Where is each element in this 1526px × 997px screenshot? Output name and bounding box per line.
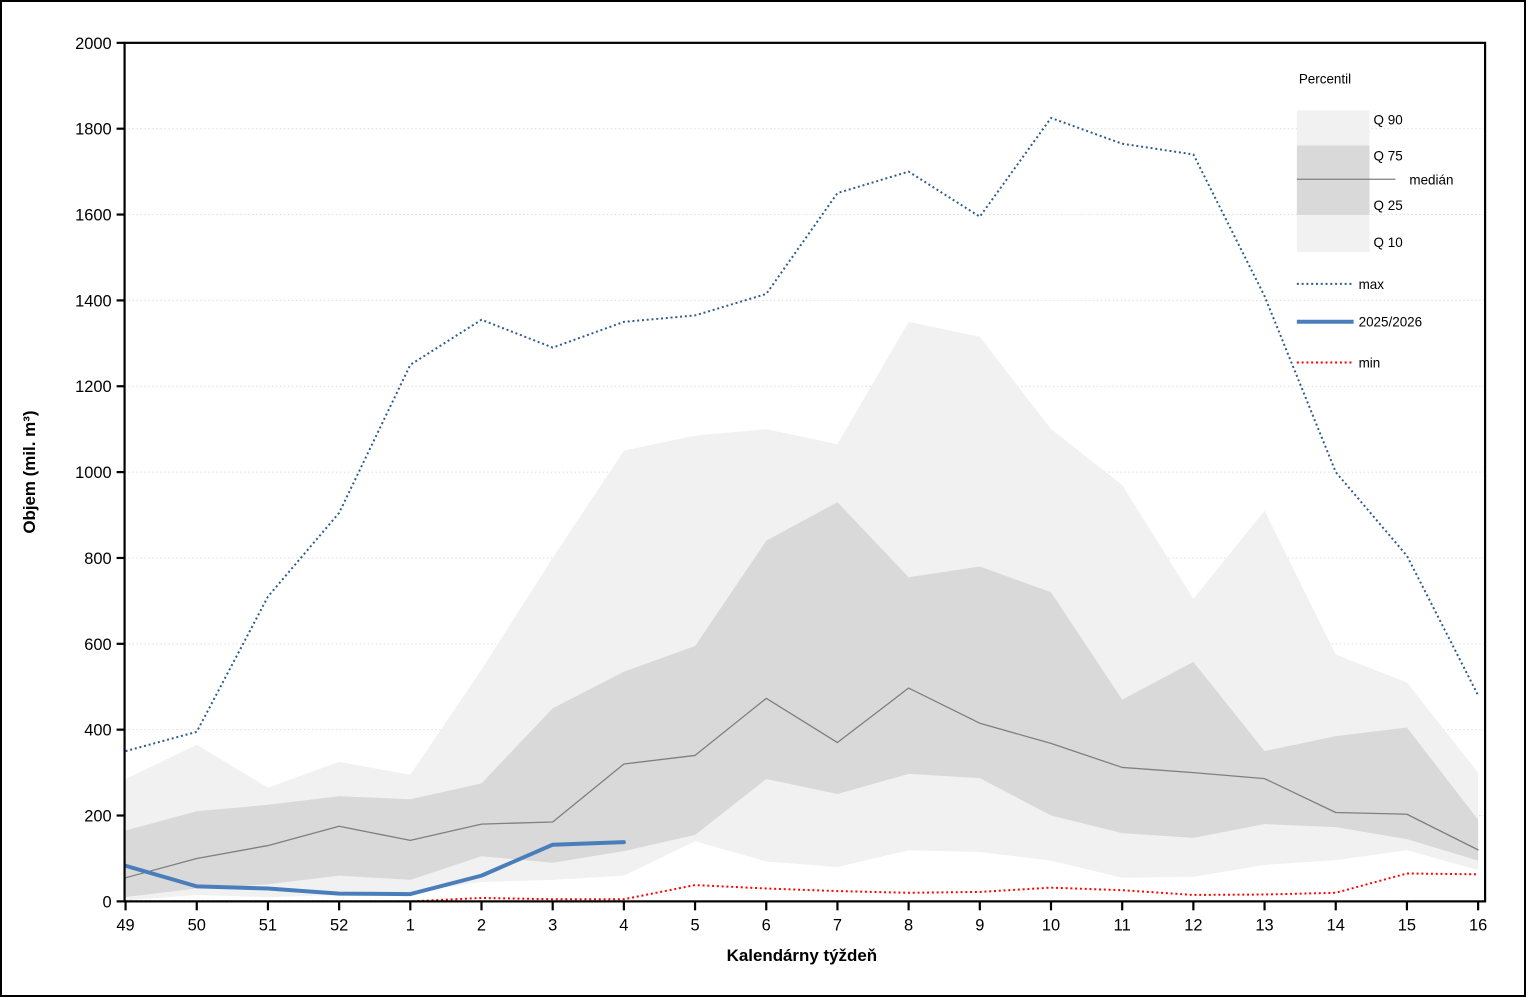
current-season-line <box>123 840 626 897</box>
x-tick-label: 6 <box>762 916 771 934</box>
y-tick-label: 0 <box>102 893 111 911</box>
x-tick-label: 12 <box>1184 916 1202 934</box>
legend-label-q10: Q 10 <box>1374 235 1403 250</box>
x-tick-label: 52 <box>330 916 348 934</box>
x-tick-label: 10 <box>1042 916 1060 934</box>
legend-label-min: min <box>1359 356 1381 371</box>
x-tick-label: 1 <box>406 916 415 934</box>
x-tick-label: 11 <box>1114 916 1131 934</box>
legend-band-q75-q25-swatch <box>1296 145 1370 216</box>
legend-label-q25: Q 25 <box>1374 198 1403 213</box>
x-tick-label: 2 <box>477 916 486 934</box>
legend-band-q90-swatch <box>1296 110 1370 146</box>
x-tick-label: 51 <box>259 916 277 934</box>
y-tick-label: 1400 <box>75 292 112 310</box>
y-axis-ticks: 0 200 400 600 800 1000 1200 1400 1600 1800 2000 <box>75 35 125 911</box>
legend-label-q90: Q 90 <box>1374 113 1403 128</box>
x-tick-label: 49 <box>116 916 134 934</box>
y-tick-label: 1800 <box>75 121 112 139</box>
y-tick-label: 600 <box>84 636 111 654</box>
legend-label-max: max <box>1359 277 1385 292</box>
x-tick-label: 7 <box>833 916 842 934</box>
x-axis-ticks: 49 50 51 52 1 2 3 4 5 6 7 8 9 10 11 12 13 14 15 16 <box>116 901 1487 934</box>
x-tick-label: 4 <box>619 916 628 934</box>
x-tick-label: 8 <box>904 916 913 934</box>
y-tick-label: 1600 <box>75 207 112 225</box>
y-axis-title: Objem (mil. m³) <box>20 411 39 534</box>
legend-label-q75: Q 75 <box>1374 148 1403 163</box>
y-tick-label: 1000 <box>75 464 112 482</box>
legend-title: Percentil <box>1299 72 1351 87</box>
x-tick-label: 13 <box>1255 916 1273 934</box>
y-tick-label: 1200 <box>75 378 112 396</box>
x-tick-label: 5 <box>690 916 699 934</box>
x-tick-label: 3 <box>548 916 557 934</box>
legend-label-current: 2025/2026 <box>1359 315 1423 330</box>
y-tick-label: 400 <box>84 722 111 740</box>
legend-label-median: medián <box>1409 172 1453 187</box>
y-tick-label: 200 <box>84 807 111 825</box>
x-axis-title: Kalendárny týždeň <box>727 946 877 965</box>
legend: Percentil Q 90 Q 75 medián Q 25 Q 10 max… <box>1296 72 1453 371</box>
x-tick-label: 15 <box>1398 916 1416 934</box>
y-tick-label: 800 <box>84 550 111 568</box>
max-line <box>125 116 1480 753</box>
percentile-bands <box>125 321 1479 901</box>
x-tick-label: 50 <box>188 916 206 934</box>
x-tick-label: 14 <box>1327 916 1345 934</box>
median-line <box>124 687 1479 879</box>
band-q25-q75 <box>125 502 1479 898</box>
y-tick-label: 2000 <box>75 35 112 53</box>
x-tick-label: 9 <box>975 916 984 934</box>
legend-band-q10-swatch <box>1296 215 1370 252</box>
x-tick-label: 16 <box>1469 916 1487 934</box>
